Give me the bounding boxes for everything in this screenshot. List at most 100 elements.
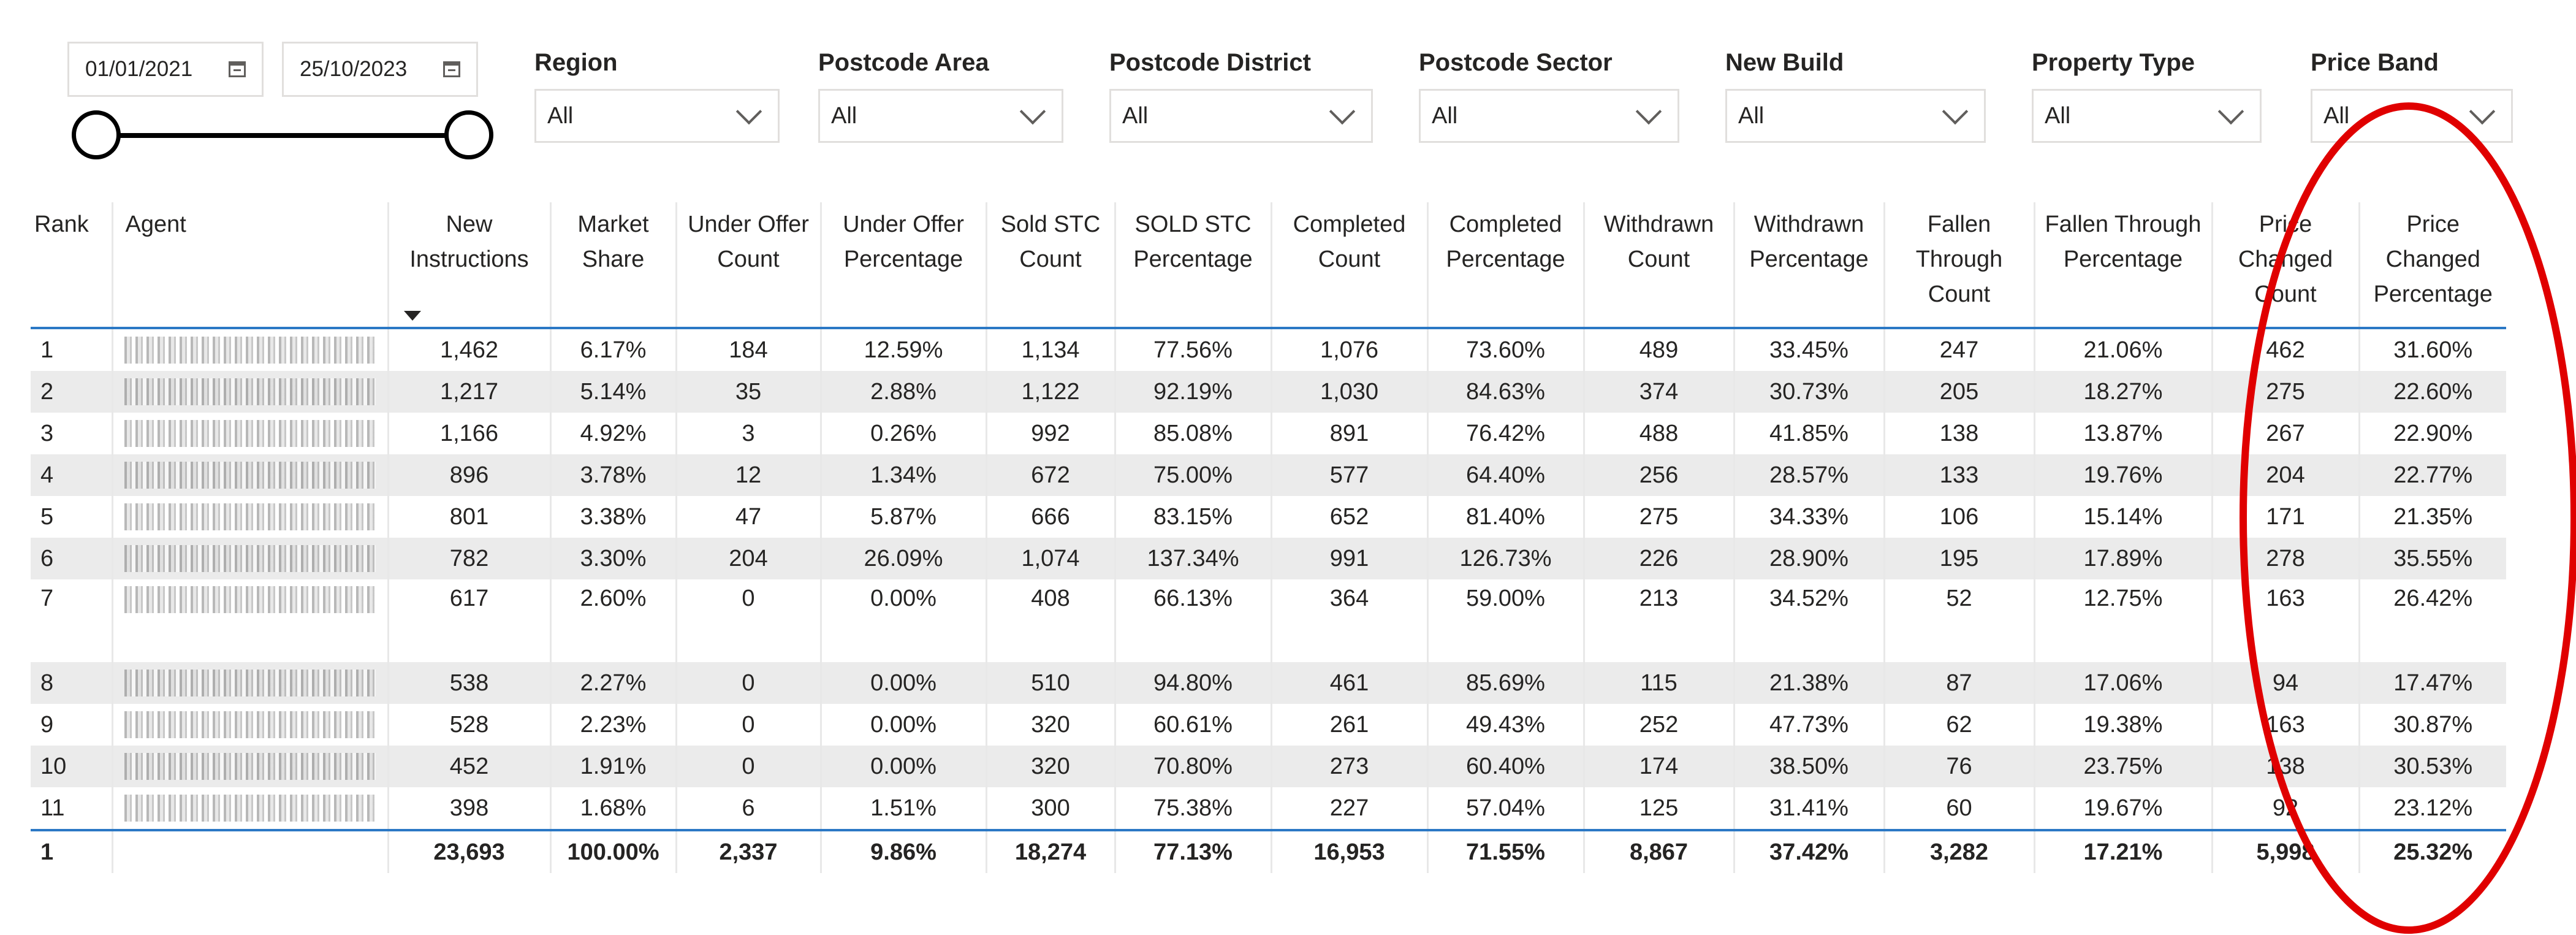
table-cell: 666 xyxy=(985,496,1115,538)
table-cell: 2.88% xyxy=(819,371,986,413)
table-cell: 22.90% xyxy=(2358,413,2506,454)
table-cell: 801 xyxy=(387,496,550,538)
col-header-completed-count[interactable]: Completed Count xyxy=(1270,202,1427,328)
table-cell: 0 xyxy=(675,579,821,662)
postcode-sector-value: All xyxy=(1432,102,1458,129)
table-cell: 70.80% xyxy=(1114,746,1271,787)
redacted-agent-name xyxy=(124,795,376,822)
sort-descending-icon xyxy=(403,311,421,321)
table-cell: 0.00% xyxy=(819,704,986,746)
col-header-rank[interactable]: Rank xyxy=(34,212,89,237)
col-header-fallen-through-count[interactable]: Fallen Through Count xyxy=(1883,202,2034,328)
table-cell: 374 xyxy=(1582,371,1734,413)
table-cell: 19.38% xyxy=(2033,704,2212,746)
table-row[interactable]: 5 801 3.38% 47 5.87% 666 83.15% 652 81.40% 275 34.… xyxy=(31,496,2506,538)
table-row[interactable]: 2 1,217 5.14% 35 2.88% 1,122 92.19% 1,030 84.63%… xyxy=(31,371,2506,413)
table-cell: 398 xyxy=(387,787,550,830)
table-row[interactable]: 4 896 3.78% 12 1.34% 672 75.00% 577 64.40% 256 28.… xyxy=(31,454,2506,496)
price-band-dropdown[interactable]: All xyxy=(2311,89,2513,143)
col-header-new-instructions[interactable]: New Instructions xyxy=(387,202,550,328)
table-cell: 87 xyxy=(1883,662,2034,704)
table-row[interactable]: 9 528 2.23% 0 0.00% 320 60.61% 261 49.43% 252 47.7… xyxy=(31,704,2506,746)
col-header-price-changed-percentage[interactable]: Price Changed Percentage xyxy=(2358,202,2506,328)
col-header-under-offer-count[interactable]: Under Offer Count xyxy=(675,202,821,328)
table-cell: 28.57% xyxy=(1733,454,1884,496)
start-date-input[interactable]: 01/01/2021 xyxy=(67,42,264,97)
table-cell: 528 xyxy=(387,704,550,746)
table-cell: 896 xyxy=(387,454,550,496)
table-cell: 171 xyxy=(2211,496,2359,538)
table-row[interactable]: 8 538 2.27% 0 0.00% 510 94.80% 461 85.69% 115 21.3… xyxy=(31,662,2506,704)
table-cell: 26.42% xyxy=(2358,579,2506,662)
date-range-end-handle[interactable] xyxy=(444,110,493,159)
col-header-price-changed-count[interactable]: Price Changed Count xyxy=(2211,202,2359,328)
postcode-district-slicer: Postcode District All xyxy=(1109,49,1373,143)
table-cell: 30.73% xyxy=(1733,371,1884,413)
col-header-fallen-through-percentage[interactable]: Fallen Through Percentage xyxy=(2033,202,2212,328)
postcode-sector-dropdown[interactable]: All xyxy=(1419,89,1679,143)
table-cell: 408 xyxy=(985,579,1115,662)
table-cell: 35 xyxy=(675,371,821,413)
new-build-dropdown[interactable]: All xyxy=(1725,89,1986,143)
col-header-under-offer-percentage[interactable]: Under Offer Percentage xyxy=(819,202,986,328)
table-cell: 267 xyxy=(2211,413,2359,454)
table-cell: 21.38% xyxy=(1733,662,1884,704)
col-header-completed-percentage[interactable]: Completed Percentage xyxy=(1426,202,1584,328)
table-header-row: Rank Agent New Instructions Market Share… xyxy=(31,202,2506,328)
date-range-slider-track[interactable] xyxy=(97,133,471,138)
table-cell: 5 xyxy=(40,503,54,530)
table-row[interactable]: 10 452 1.91% 0 0.00% 320 70.80% 273 60.40% 174 38.… xyxy=(31,746,2506,787)
table-cell: 538 xyxy=(387,662,550,704)
table-row[interactable]: 3 1,166 4.92% 3 0.26% 992 85.08% 891 76.42% 488 41… xyxy=(31,413,2506,454)
total-cell: 3,282 xyxy=(1883,830,2034,873)
total-cell: 23,693 xyxy=(387,830,550,873)
table-cell: 3 xyxy=(675,413,821,454)
postcode-area-dropdown[interactable]: All xyxy=(818,89,1063,143)
table-row[interactable]: 11 398 1.68% 6 1.51% 300 75.38% 227 57.04% 125 31.… xyxy=(31,787,2506,830)
col-header-withdrawn-count[interactable]: Withdrawn Count xyxy=(1582,202,1734,328)
table-row[interactable]: 1 1,462 6.17% 184 12.59% 1,134 77.56% 1,076 73.6… xyxy=(31,328,2506,371)
table-cell: 10 xyxy=(31,746,112,787)
region-dropdown[interactable]: All xyxy=(534,89,780,143)
table-cell: 617 xyxy=(387,579,550,662)
property-type-label: Property Type xyxy=(2032,49,2195,76)
agent-name-redacted xyxy=(111,413,388,454)
table-cell: 3.30% xyxy=(549,538,676,579)
date-range-start-handle[interactable] xyxy=(72,110,121,159)
table-cell: 256 xyxy=(1582,454,1734,496)
table-cell: 0 xyxy=(675,704,821,746)
table-cell: 489 xyxy=(1582,328,1734,371)
col-header-withdrawn-percentage[interactable]: Withdrawn Percentage xyxy=(1733,202,1884,328)
postcode-district-label: Postcode District xyxy=(1109,49,1311,76)
table-cell: 12.59% xyxy=(819,328,986,371)
calendar-icon[interactable] xyxy=(443,61,460,77)
col-header-market-share[interactable]: Market Share xyxy=(549,202,676,328)
table-cell: 12 xyxy=(675,454,821,496)
property-type-dropdown[interactable]: All xyxy=(2032,89,2262,143)
table-row[interactable]: 7 617 2.60% 0 0.00% 408 66.13% 364 59.00% 213 34.5… xyxy=(31,579,2506,662)
postcode-district-dropdown[interactable]: All xyxy=(1109,89,1373,143)
price-band-label: Price Band xyxy=(2311,49,2439,76)
table-cell: 23.75% xyxy=(2033,746,2212,787)
calendar-icon[interactable] xyxy=(229,61,246,77)
postcode-district-value: All xyxy=(1122,102,1149,129)
table-cell: 4.92% xyxy=(549,413,676,454)
total-cell: 1 xyxy=(40,839,54,865)
table-cell: 60.61% xyxy=(1114,704,1271,746)
table-cell: 1,074 xyxy=(985,538,1115,579)
col-header-sold-stc-percentage[interactable]: SOLD STC Percentage xyxy=(1114,202,1271,328)
total-cell: 77.13% xyxy=(1114,830,1271,873)
table-cell: 64.40% xyxy=(1426,454,1584,496)
table-cell: 174 xyxy=(1582,746,1734,787)
col-header-agent[interactable]: Agent xyxy=(111,202,388,328)
table-row[interactable]: 6 782 3.30% 204 26.09% 1,074 137.34% 991 126.73%… xyxy=(31,538,2506,579)
redacted-agent-name xyxy=(124,711,376,739)
table-cell: 1,076 xyxy=(1270,328,1427,371)
table-total-row: 1 23,693 100.00% 2,337 9.86% 18,274 77.13% 16,9… xyxy=(31,830,2506,873)
start-date-value: 01/01/2021 xyxy=(85,57,193,81)
end-date-input[interactable]: 25/10/2023 xyxy=(282,42,478,97)
table-cell: 2 xyxy=(31,371,112,413)
table-cell: 66.13% xyxy=(1114,579,1271,662)
chevron-down-icon xyxy=(2469,98,2496,125)
col-header-sold-stc-count[interactable]: Sold STC Count xyxy=(985,202,1115,328)
